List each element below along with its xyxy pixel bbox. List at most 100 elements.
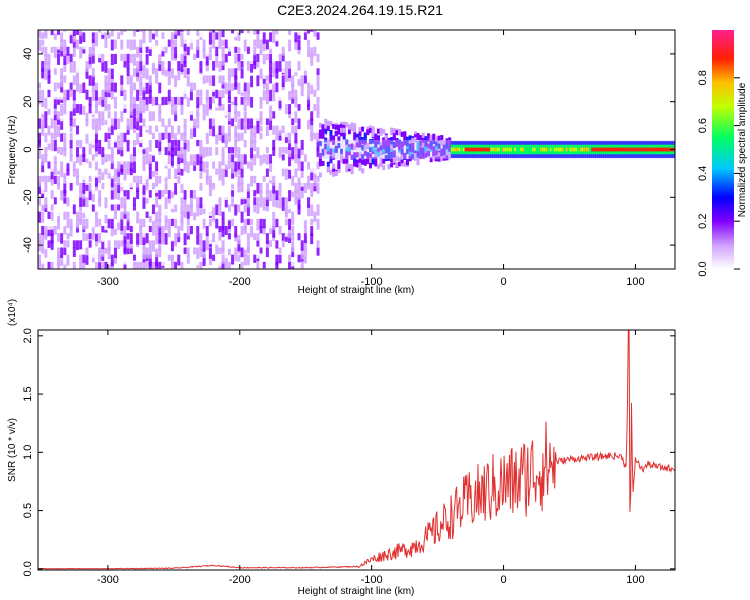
spectrogram-cell (265, 190, 269, 200)
spectrogram-cell (98, 82, 102, 90)
spectrogram-cell (332, 163, 336, 169)
spectrogram-cell (353, 127, 357, 133)
spectrogram-cell (442, 155, 446, 161)
spectrogram-cell (531, 147, 535, 152)
spectrogram-cell (374, 152, 378, 158)
spectrogram-cell (136, 111, 140, 122)
spectrogram-cell (234, 53, 238, 64)
spectrogram-cell (75, 111, 79, 121)
spectrogram-cell (269, 53, 273, 63)
spectrogram-cell (408, 138, 412, 144)
spectrogram-cell (345, 139, 349, 145)
spectrogram-cell (180, 118, 184, 125)
spectrogram-cell (371, 128, 375, 134)
spectrogram-cell (41, 161, 45, 173)
spectrogram-cell (158, 204, 162, 216)
spectrogram-cell (218, 30, 222, 37)
spectrogram-cell (212, 61, 216, 71)
spectrogram-cell (448, 146, 452, 152)
spectrogram-cell (601, 147, 604, 152)
spectrogram-cell (288, 46, 292, 58)
spectrogram-cell (563, 147, 567, 152)
spectrogram-cell (278, 247, 282, 254)
spectrogram-cell (557, 147, 561, 152)
spectrogram-cell (155, 233, 159, 245)
spectrogram-cell (94, 118, 98, 129)
spectrogram-cell (253, 46, 257, 56)
spectrogram-cell (72, 118, 76, 127)
spectrogram-cell (164, 125, 168, 137)
spectrogram-cell (221, 218, 225, 231)
spectrogram-cell (618, 147, 622, 152)
spectrogram-cell (139, 61, 143, 71)
spectrogram-cell (174, 132, 178, 140)
spectrogram-cell (107, 161, 111, 174)
spectrogram-cell (155, 161, 159, 171)
spectrogram-cell (167, 61, 171, 72)
spectrogram-cell (60, 161, 64, 170)
spectrogram-cell (221, 254, 225, 264)
spectrogram-cell (269, 161, 273, 172)
spectrogram-cell (72, 32, 76, 43)
spectrogram-cell (434, 150, 438, 156)
spectrogram-cell (231, 89, 235, 102)
spectrogram-cell (288, 254, 292, 263)
spectrogram-cell (186, 30, 190, 36)
spectrogram-cell (205, 225, 209, 237)
spectrogram-cell (316, 175, 320, 183)
spectrogram-cell (120, 82, 124, 91)
spectrogram-cell (88, 240, 92, 248)
spectrogram-cell (313, 30, 317, 37)
spectrogram-cell (132, 96, 136, 109)
spectrogram-cell (316, 82, 320, 91)
spectrogram-cell (227, 147, 231, 154)
spectrogram-cell (94, 233, 98, 242)
spectrogram-cell (332, 123, 336, 129)
spectrogram-cell (170, 32, 174, 45)
spectrogram-cell (132, 111, 136, 120)
snr-series-line (38, 330, 675, 570)
spectrogram-cell (291, 53, 295, 65)
spectrogram-cell (53, 168, 57, 176)
spectrogram-cell (56, 247, 60, 258)
spectrogram-cell (88, 30, 92, 35)
spectrogram-cell (376, 151, 380, 157)
spectrogram-cell (75, 125, 79, 135)
spectrogram-cell (161, 197, 165, 206)
spectrogram-cell (79, 30, 83, 36)
spectrogram-cell (53, 161, 57, 171)
spectrogram-cell (371, 146, 375, 152)
spectrogram-cell (427, 139, 431, 160)
spectrogram-cell (177, 175, 181, 184)
spectrogram-cell (196, 233, 200, 245)
spectrogram-cell (177, 233, 181, 243)
spectrogram-cell (488, 147, 491, 152)
spectrogram-cell (189, 225, 193, 235)
spectrogram-cell (151, 118, 155, 129)
spectrogram-cell (246, 139, 250, 152)
spectrogram-cell (307, 111, 311, 121)
spectrogram-cell (85, 132, 89, 144)
spectrogram-cell (294, 197, 298, 205)
spectrogram-cell (269, 89, 273, 102)
spectrogram-cell (390, 140, 394, 146)
spectrogram-cell (63, 182, 67, 194)
spectrogram-cell (218, 168, 222, 181)
spectrogram-cell (69, 32, 73, 44)
spectrogram-cell (38, 197, 41, 206)
spectrogram-cell (316, 247, 320, 256)
spectrogram-cell (104, 111, 108, 121)
spectrogram-cell (82, 82, 86, 94)
spectrogram-cell (88, 190, 92, 201)
spectrogram-cell (212, 190, 216, 200)
spectrogram-cell (355, 139, 359, 160)
spectrogram-cell (167, 75, 171, 86)
spectrogram-cell (259, 182, 263, 193)
spectrogram-cell (221, 240, 225, 252)
spectrogram-cell (272, 218, 276, 231)
spectrogram-cell (227, 30, 231, 34)
spectrogram-cell (101, 254, 105, 261)
spectrogram-cell (234, 147, 238, 158)
spectrogram-cell (278, 61, 282, 72)
spectrogram-cell (307, 39, 311, 47)
